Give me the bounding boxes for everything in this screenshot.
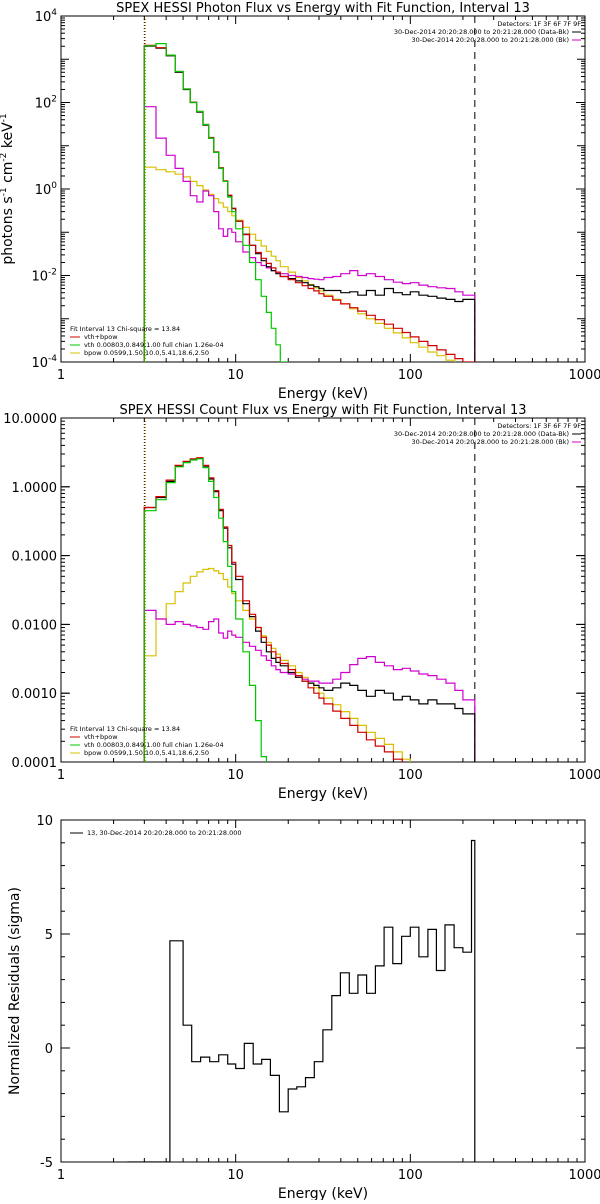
x-axis-label: Energy (keV)	[278, 1186, 368, 1200]
x-tick-label: 1000	[568, 368, 600, 383]
y-tick-label: 10-4	[31, 354, 57, 371]
x-tick-label: 100	[398, 768, 423, 783]
fit-legend-entry: vth+bpow	[84, 333, 118, 341]
x-axis: 1 10 100 1000 Energy (keV)	[57, 820, 600, 1202]
series-bk	[143, 106, 476, 362]
y-tick-label: 5	[45, 928, 53, 943]
plot-area	[143, 418, 476, 762]
series-bk	[143, 609, 476, 762]
y-tick-label: 10	[36, 814, 53, 829]
y-axis-label: photons s-1 cm-2 keV-1	[0, 113, 16, 264]
y-tick-label: 1.0000	[12, 481, 58, 496]
series-13-30-dec-2014-20-20-28-000-to-20-21-28-000	[127, 839, 476, 1162]
y-tick-label: 10.0000	[3, 412, 57, 427]
legend-data-bk: 30-Dec-2014 20:20:28.000 to 20:21:28.000…	[394, 28, 569, 36]
legend-entry: 13, 30-Dec-2014 20:20:28.000 to 20:21:28…	[87, 829, 242, 837]
y-tick-label: 0.0001	[12, 756, 58, 771]
y-tick-label: -5	[40, 1156, 53, 1171]
y-tick-label: 0.0010	[12, 687, 58, 702]
fit-legend-entry: bpow 0.0599,1.50,10.0,5.41,18.6,2.50	[84, 349, 209, 357]
legend-detectors: Detectors: 1F 3F 6F 7F 9F	[497, 422, 581, 430]
series-data-bk	[143, 457, 476, 762]
legend-bk: 30-Dec-2014 20:20:28.000 to 20:21:28.000…	[412, 36, 570, 44]
chart-title: SPEX HESSI Photon Flux vs Energy with Fi…	[116, 1, 530, 16]
panel-2: 1 10 100 1000 Energy (keV) 0.0001 0.0010 0.0100…	[3, 403, 600, 802]
x-tick-label: 1	[57, 1168, 65, 1183]
panel-3: 1 10 100 1000 Energy (keV) -5 0 5 10 Normalized R…	[7, 814, 600, 1202]
fit-legend-title: Fit Interval 13 Chi-square = 13.84	[70, 725, 180, 733]
x-tick-label: 1	[57, 768, 65, 783]
chart-title: SPEX HESSI Count Flux vs Energy with Fit…	[119, 403, 526, 418]
legend-detectors: Detectors: 1F 3F 6F 7F 9F	[497, 20, 581, 28]
plot-frame	[60, 15, 586, 363]
y-tick-label: 102	[35, 95, 57, 112]
fit-legend-entry: bpow 0.0599,1.50,10.0,5.41,18.6,2.50	[84, 749, 209, 757]
fit-legend-title: Fit Interval 13 Chi-square = 13.84	[70, 325, 180, 333]
plot-area	[127, 839, 476, 1162]
series-bpow	[143, 567, 411, 762]
plot-area	[143, 16, 476, 362]
y-tick-label: 0	[45, 1042, 53, 1057]
legend-bk: 30-Dec-2014 20:20:28.000 to 20:21:28.000…	[412, 438, 570, 446]
series-vth-bpow	[143, 457, 403, 762]
plot-frame	[60, 819, 586, 1163]
legend-data-bk: 30-Dec-2014 20:20:28.000 to 20:21:28.000…	[394, 430, 569, 438]
x-axis: 1 10 100 1000 Energy (keV)	[57, 418, 600, 802]
x-tick-label: 100	[398, 1168, 423, 1183]
x-tick-label: 1	[57, 368, 65, 383]
series-bpow	[143, 166, 456, 362]
y-axis: -5 0 5 10 Normalized Residuals (sigma)	[7, 814, 585, 1171]
x-tick-label: 10	[227, 768, 244, 783]
fit-legend: Fit Interval 13 Chi-square = 13.84vth+bp…	[70, 325, 224, 357]
x-tick-label: 1000	[568, 1168, 600, 1183]
fit-legend-entry: vth 0.00803,0.849,1.00 full chian 1.26e-…	[84, 341, 224, 349]
series-data-bk	[143, 45, 476, 362]
y-axis-label: Normalized Residuals (sigma)	[7, 887, 23, 1095]
y-tick-label: 100	[35, 181, 58, 198]
y-tick-label: 10-2	[31, 268, 57, 285]
y-tick-label: 0.1000	[12, 550, 58, 565]
x-tick-label: 100	[398, 368, 423, 383]
x-tick-label: 1000	[568, 768, 600, 783]
series-vth	[143, 458, 267, 762]
y-axis: 10-4 10-2 100 102 104 photons s-1 cm-2 keV-1	[0, 8, 585, 371]
x-axis-label: Energy (keV)	[278, 386, 368, 402]
panel-1: 1 10 100 1000 Energy (keV) 10-4 10-2 100 102 104 p…	[0, 1, 600, 402]
fit-legend: Fit Interval 13 Chi-square = 13.84vth+bp…	[70, 725, 224, 757]
x-axis-label: Energy (keV)	[278, 786, 368, 802]
series-vth-bpow	[143, 44, 476, 362]
y-tick-label: 0.0100	[12, 618, 58, 633]
fit-legend-entry: vth 0.00803,0.849,1.00 full chian 1.26e-…	[84, 741, 224, 749]
plot-frame	[60, 417, 586, 763]
y-axis: 0.0001 0.0010 0.0100 0.1000 1.0000 10.0000	[3, 412, 585, 771]
fit-legend-entry: vth+bpow	[84, 733, 118, 741]
x-tick-label: 10	[227, 368, 244, 383]
residual-legend: 13, 30-Dec-2014 20:20:28.000 to 20:21:28…	[70, 829, 242, 837]
x-axis: 1 10 100 1000 Energy (keV)	[57, 16, 600, 402]
y-tick-label: 104	[35, 8, 58, 25]
series-vth	[143, 43, 289, 362]
x-tick-label: 10	[227, 1168, 244, 1183]
